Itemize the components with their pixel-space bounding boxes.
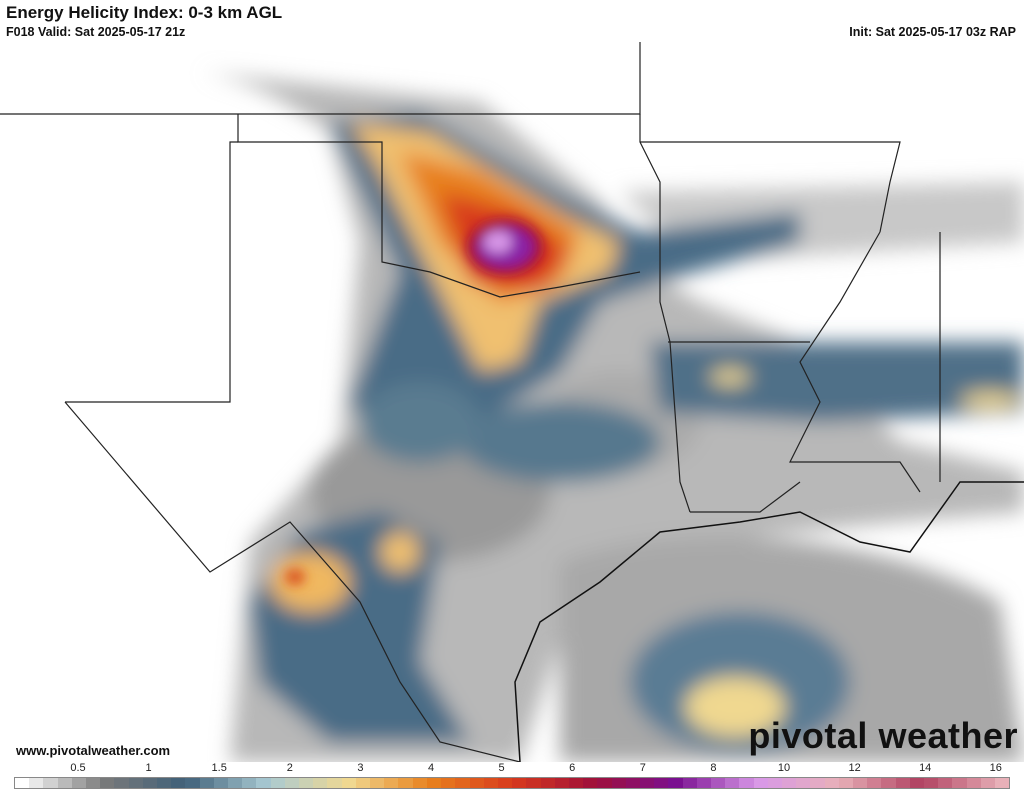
colorbar-tick-label: 1.5 <box>211 762 227 774</box>
map-title: Energy Helicity Index: 0-3 km AGL <box>6 3 283 22</box>
colorbar-segment <box>398 778 413 788</box>
colorbar-segment <box>15 778 30 788</box>
colorbar-segment <box>966 778 981 788</box>
colorbar-segment <box>909 778 924 788</box>
colorbar-segment <box>852 778 868 788</box>
colorbar-tick-label: 7 <box>639 762 646 774</box>
colorbar-tick-label: 8 <box>710 762 717 774</box>
colorbar-segment <box>938 778 953 788</box>
colorbar-segment <box>682 778 697 788</box>
colorbar-tick-label: 16 <box>989 762 1002 774</box>
colorbar-segment <box>753 778 768 788</box>
colorbar-segment <box>483 778 498 788</box>
colorbar-segment <box>142 778 158 788</box>
colorbar-tick-label: 1 <box>145 762 152 774</box>
colorbar <box>14 777 1010 789</box>
colorbar-segment <box>980 778 996 788</box>
colorbar-segment <box>583 778 598 788</box>
colorbar-tick-label: 14 <box>919 762 932 774</box>
colorbar-segment <box>810 778 825 788</box>
colorbar-segment <box>654 778 669 788</box>
colorbar-segment <box>497 778 513 788</box>
colorbar-segment <box>725 778 740 788</box>
colorbar-tick-label: 10 <box>777 762 791 774</box>
colorbar-segment <box>384 778 399 788</box>
colorbar-segment <box>796 778 811 788</box>
colorbar-segment <box>554 778 569 788</box>
colorbar-segment <box>57 778 72 788</box>
colorbar-segment <box>838 778 853 788</box>
colorbar-segment <box>171 778 186 788</box>
colorbar-tick-label: 0.5 <box>70 762 86 774</box>
colorbar-segment <box>426 778 442 788</box>
colorbar-segment <box>568 778 584 788</box>
colorbar-segment <box>895 778 910 788</box>
colorbar-tick-label: 3 <box>357 762 364 774</box>
colorbar-tick-label: 12 <box>848 762 861 774</box>
colorbar-segment <box>668 778 683 788</box>
colorbar-segment <box>128 778 143 788</box>
colorbar-segment <box>86 778 101 788</box>
colorbar-tick-label: 6 <box>569 762 576 774</box>
colorbar-segment <box>213 778 229 788</box>
colorbar-segment <box>739 778 754 788</box>
init-time: Init: Sat 2025-05-17 03z RAP <box>849 25 1016 39</box>
colorbar-segment <box>540 778 555 788</box>
colorbar-segment <box>639 778 655 788</box>
colorbar-segment <box>526 778 541 788</box>
colorbar-segment <box>597 778 612 788</box>
colorbar-segment <box>355 778 371 788</box>
colorbar-segment <box>455 778 470 788</box>
colorbar-segment <box>71 778 87 788</box>
colorbar-segment <box>114 778 129 788</box>
colorbar-tick-label: 2 <box>286 762 293 774</box>
colorbar-segment <box>512 778 527 788</box>
colorbar-segment <box>29 778 44 788</box>
colorbar-segment <box>441 778 456 788</box>
colorbar-segment <box>185 778 200 788</box>
colorbar-segment <box>625 778 640 788</box>
colorbar-segment <box>710 778 726 788</box>
colorbar-segment <box>412 778 427 788</box>
colorbar-segment <box>995 778 1010 788</box>
colorbar-segment <box>327 778 342 788</box>
colorbar-segment <box>952 778 967 788</box>
pivotal-weather-logo: pivotal weather <box>748 715 1018 756</box>
colorbar-segment <box>370 778 385 788</box>
ehi-map <box>0 42 1024 762</box>
valid-time: F018 Valid: Sat 2025-05-17 21z <box>6 25 186 39</box>
colorbar-tick-label: 4 <box>427 762 435 774</box>
colorbar-segment <box>43 778 58 788</box>
colorbar-segment <box>100 778 115 788</box>
colorbar-segment <box>824 778 839 788</box>
colorbar-segment <box>781 778 797 788</box>
colorbar-segment <box>469 778 484 788</box>
colorbar-segment <box>767 778 782 788</box>
colorbar-segment <box>696 778 711 788</box>
colorbar-tick-label: 5 <box>498 762 505 774</box>
colorbar-segment <box>270 778 285 788</box>
colorbar-segment <box>299 778 314 788</box>
colorbar-segment <box>284 778 300 788</box>
colorbar-segment <box>924 778 939 788</box>
colorbar-segment <box>867 778 882 788</box>
colorbar-segment <box>228 778 243 788</box>
colorbar-segment <box>611 778 626 788</box>
colorbar-segment <box>256 778 271 788</box>
colorbar-segment <box>313 778 328 788</box>
colorbar-segment <box>242 778 257 788</box>
colorbar-segment <box>341 778 356 788</box>
colorbar-segment <box>881 778 896 788</box>
website-url[interactable]: www.pivotalweather.com <box>12 743 175 758</box>
colorbar-segment <box>157 778 172 788</box>
colorbar-segment <box>199 778 214 788</box>
